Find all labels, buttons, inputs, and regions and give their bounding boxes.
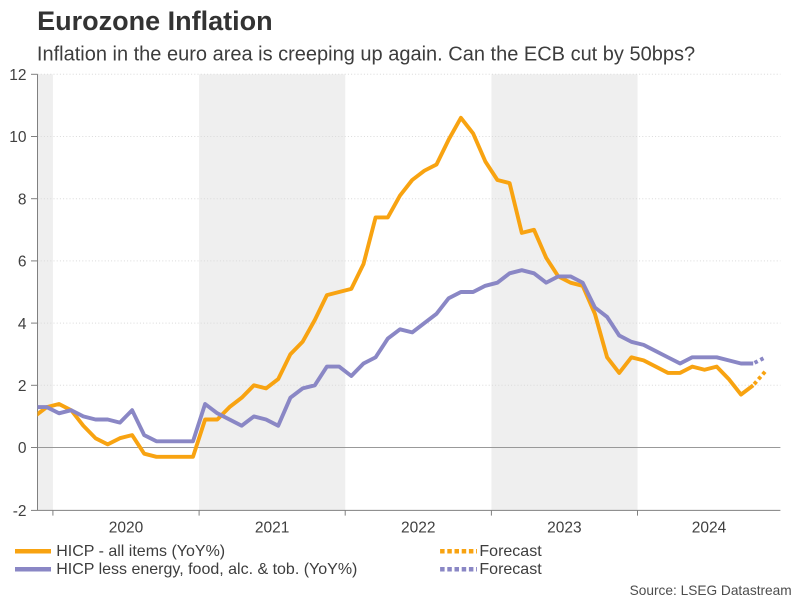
svg-text:HICP less energy, food, alc. &: HICP less energy, food, alc. & tob. (YoY… [56,561,357,578]
svg-text:0: 0 [18,440,27,457]
svg-text:4: 4 [18,316,27,333]
svg-text:Forecast: Forecast [479,561,542,578]
svg-text:2022: 2022 [401,520,435,537]
svg-text:8: 8 [18,191,27,208]
svg-text:2024: 2024 [692,520,727,537]
svg-text:10: 10 [9,129,27,146]
svg-text:Forecast: Forecast [479,543,542,560]
svg-text:2023: 2023 [547,520,581,537]
svg-text:2021: 2021 [255,520,289,537]
svg-text:2: 2 [18,378,27,395]
svg-text:Inflation in the euro area is: Inflation in the euro area is creeping u… [37,43,695,65]
svg-text:Source: LSEG Datastream: Source: LSEG Datastream [630,583,792,598]
svg-text:HICP - all items (YoY%): HICP - all items (YoY%) [56,543,225,560]
svg-text:Eurozone Inflation: Eurozone Inflation [37,6,273,36]
svg-text:12: 12 [9,67,26,84]
svg-text:6: 6 [18,254,27,271]
svg-text:-2: -2 [13,503,27,520]
svg-text:2020: 2020 [109,520,144,537]
